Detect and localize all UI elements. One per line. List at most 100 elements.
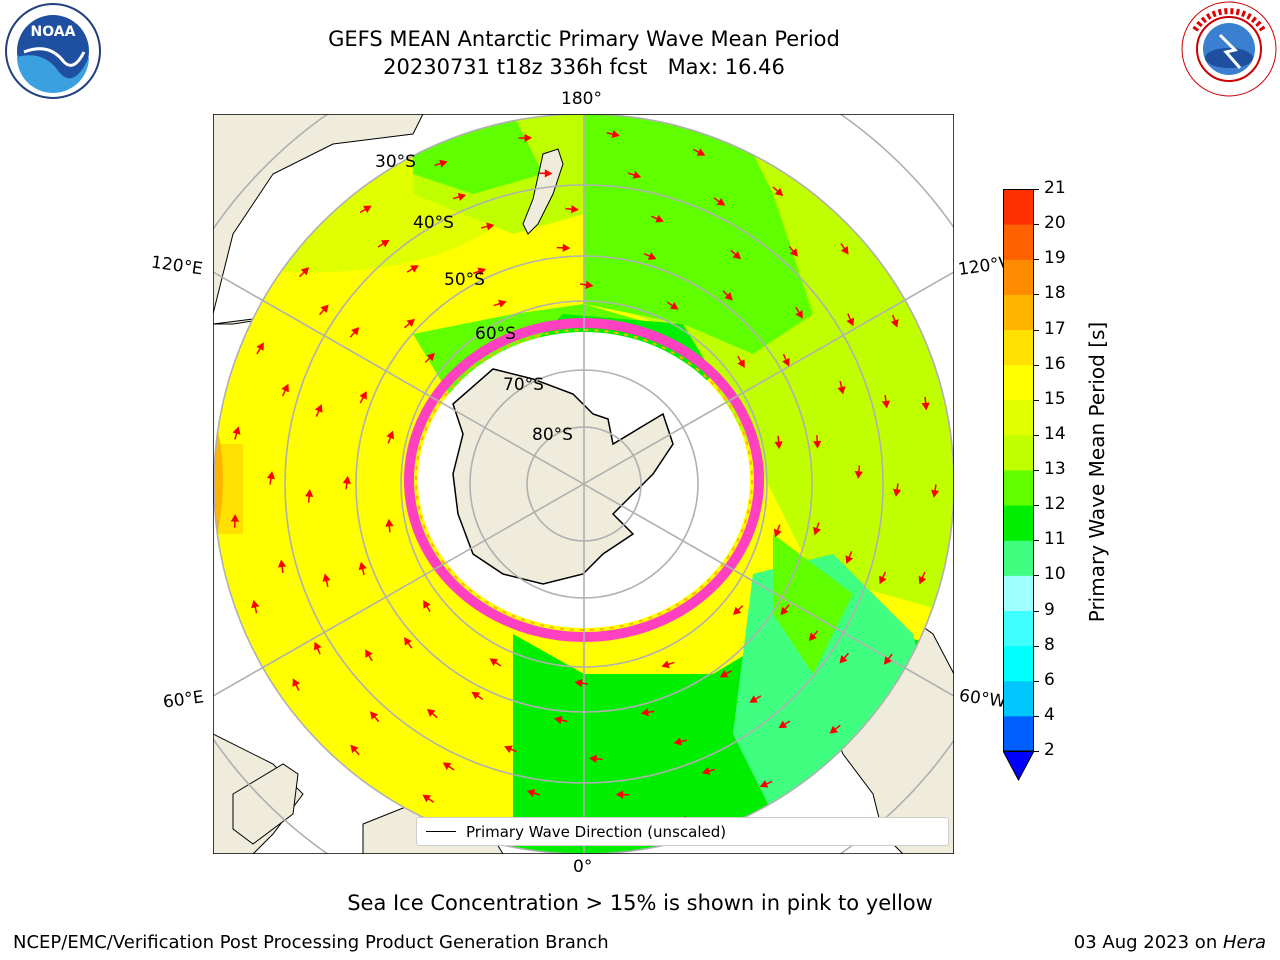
wave-arrow-head xyxy=(554,716,563,725)
wave-arrow-head xyxy=(918,575,927,585)
wave-arrow-head xyxy=(292,678,300,688)
colorbar-tick-label: 20 xyxy=(1044,213,1066,234)
colorbar-tick-label: 17 xyxy=(1044,318,1066,339)
colorbar-under-triangle xyxy=(1002,750,1035,782)
colorbar-tick-mark xyxy=(1034,751,1039,752)
colorbar-segment xyxy=(1003,399,1034,436)
colorbar-tick-label: 4 xyxy=(1044,704,1055,725)
wave-arrow-head xyxy=(477,267,487,276)
wave-arrow-head xyxy=(266,471,276,480)
colorbar-tick-mark xyxy=(1034,575,1039,577)
colorbar-segment xyxy=(1003,505,1034,541)
wave-arrow-head xyxy=(281,383,289,393)
wave-arrow-head xyxy=(406,318,415,327)
lat-label-30s: 30°S xyxy=(375,152,416,172)
lon-label-60e: 60°E xyxy=(161,687,206,713)
wave-arrow-head xyxy=(890,319,899,328)
wave-arrow-head xyxy=(813,526,821,536)
wave-arrow-head xyxy=(879,575,887,585)
wave-arrow-head xyxy=(363,205,372,213)
wave-arrow-head xyxy=(611,130,620,139)
colorbar-tick-mark xyxy=(1034,470,1039,471)
wave-arrow-head xyxy=(615,790,624,799)
colorbar-segment xyxy=(1003,680,1034,717)
wave-arrow-head xyxy=(732,606,742,615)
colorbar-tick-label: 19 xyxy=(1044,248,1066,269)
wave-arrow-head xyxy=(574,679,583,688)
wave-arrows xyxy=(230,130,940,839)
wave-arrow-head xyxy=(232,426,241,435)
wave-arrow-head xyxy=(562,243,571,252)
colorbar-tick-mark xyxy=(1034,364,1039,366)
lon-label-0: 0° xyxy=(573,857,593,877)
wave-arrow-head xyxy=(737,359,745,368)
wave-arrow-head xyxy=(669,302,679,310)
wave-arrow-head xyxy=(716,198,726,206)
wave-arrow-head xyxy=(426,353,436,362)
colorbar-tick-mark xyxy=(1034,610,1039,612)
wave-arrow-head xyxy=(795,310,803,319)
wave-arrow-head xyxy=(369,711,379,720)
wave-arrow-head xyxy=(749,695,758,703)
wave-arrow-head xyxy=(589,754,598,763)
wave-arrow-head xyxy=(808,632,817,642)
wave-arrow-head xyxy=(813,440,822,449)
wave-arrow-head xyxy=(526,789,536,798)
colorbar-segment xyxy=(1003,294,1034,330)
colorbar-tick-label: 12 xyxy=(1044,494,1066,515)
wave-arrow-head xyxy=(673,737,682,746)
wave-arrow-head xyxy=(423,600,431,609)
wave-arrow-head xyxy=(829,725,839,734)
colorbar-tick-label: 11 xyxy=(1044,529,1066,550)
colorbar-label: Primary Wave Mean Period [s] xyxy=(1085,321,1109,623)
wave-arrow-head xyxy=(570,205,579,214)
colorbar-tick-label: 21 xyxy=(1044,178,1066,198)
wave-arrow-head xyxy=(696,148,706,156)
colorbar-tick-mark xyxy=(1034,329,1039,331)
colorbar-tick-mark xyxy=(1034,715,1039,717)
wave-arrow-head xyxy=(846,317,855,327)
wave-arrow-head xyxy=(930,489,940,498)
legend-label: Primary Wave Direction (unscaled) xyxy=(466,822,727,841)
colorbar-segment xyxy=(1003,575,1034,611)
colorbar-segment xyxy=(1003,715,1034,752)
wave-arrow-head xyxy=(780,606,789,616)
colorbar-segment xyxy=(1003,470,1034,506)
colorbar-tick-label: 15 xyxy=(1044,388,1066,409)
wave-arrow-head xyxy=(300,267,310,276)
lat-label-50s: 50°S xyxy=(444,270,485,290)
nws-logo xyxy=(1181,1,1277,97)
colorbar-segment xyxy=(1003,224,1034,260)
colorbar-segment xyxy=(1003,645,1034,682)
wave-arrow-head xyxy=(359,391,367,400)
wave-arrow-head xyxy=(471,691,481,700)
wave-arrow-head xyxy=(342,475,351,484)
colorbar-tick-mark xyxy=(1034,505,1039,507)
wave-arrow-head xyxy=(883,656,892,665)
colorbar-tick-label: 16 xyxy=(1044,353,1066,374)
lat-label-70s: 70°S xyxy=(503,375,544,395)
lat-label-60s: 60°S xyxy=(475,324,516,344)
wave-arrow-head xyxy=(773,528,782,538)
colorbar-tick-label: 9 xyxy=(1044,599,1055,620)
colorbar-tick-label: 6 xyxy=(1044,669,1055,690)
colorbar-segment xyxy=(1003,189,1034,225)
wave-arrow-head xyxy=(251,599,260,609)
colorbar-tick-mark xyxy=(1034,399,1039,401)
svg-text:NOAA: NOAA xyxy=(31,24,76,40)
wave-arrow-head xyxy=(892,488,902,497)
footer-machine: Hera xyxy=(1222,932,1266,953)
land-new-zealand xyxy=(522,148,564,235)
colorbar-tick-mark xyxy=(1034,680,1039,682)
wave-arrow-head xyxy=(647,252,657,260)
wave-arrow-head xyxy=(881,400,891,409)
wave-arrow-head xyxy=(230,514,240,522)
colorbar-segment xyxy=(1003,434,1034,471)
colorbar-tick-mark xyxy=(1034,645,1039,647)
wave-arrow-head xyxy=(759,780,769,788)
colorbar-tick-mark xyxy=(1034,224,1039,226)
colorbar-tick-label: 8 xyxy=(1044,634,1055,655)
wave-arrow-head xyxy=(837,386,846,395)
footer-date-text: 03 Aug 2023 on xyxy=(1073,932,1223,953)
wave-arrow-head xyxy=(489,658,499,666)
